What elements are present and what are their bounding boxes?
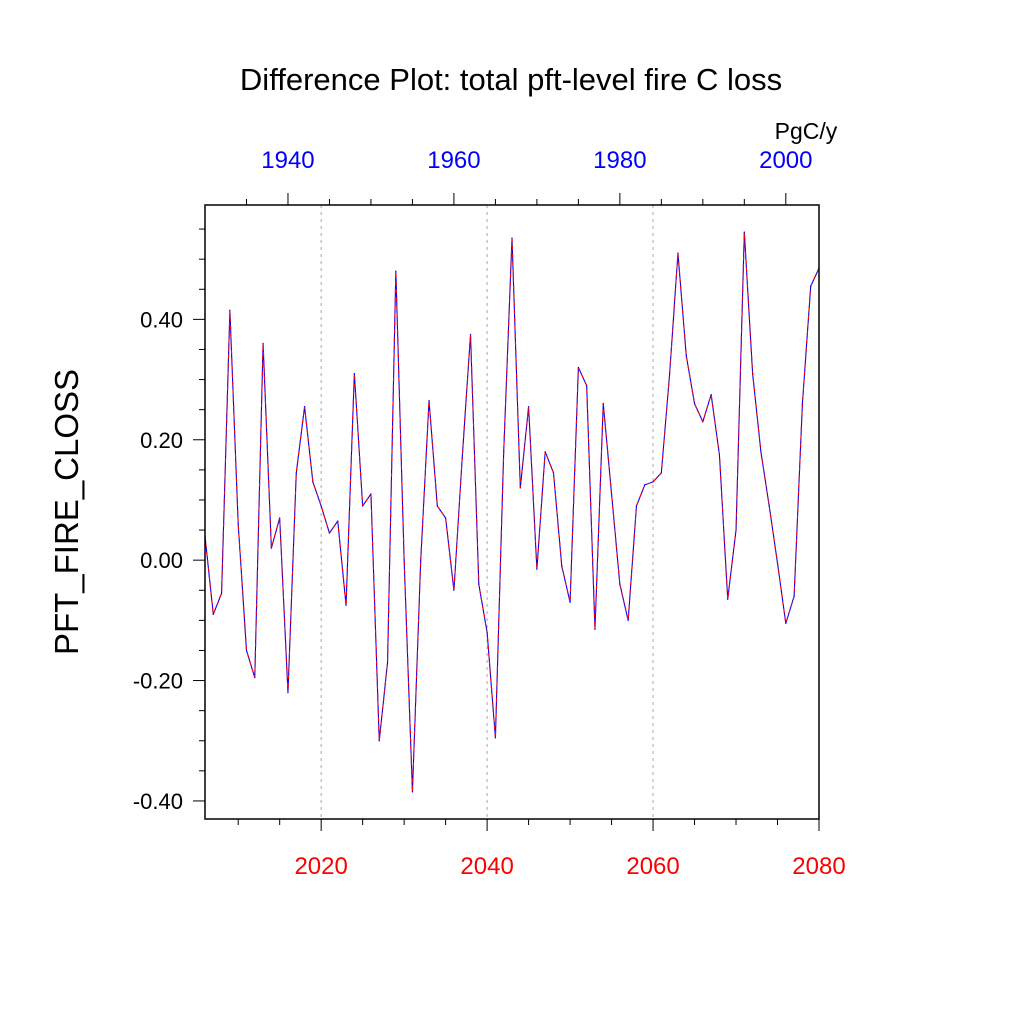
data-point (693, 403, 696, 405)
data-point (586, 384, 588, 387)
data-point (710, 394, 712, 396)
data-point (760, 451, 762, 453)
data-point (503, 451, 505, 453)
x-bottom-tick-label: 2060 (626, 853, 679, 880)
data-point (420, 559, 422, 561)
data-point (353, 372, 355, 375)
data-point (793, 595, 795, 597)
data-point (727, 598, 729, 600)
data-series (204, 231, 820, 793)
data-point (561, 565, 563, 567)
data-point (486, 631, 488, 633)
y-tick-label: 0.20 (140, 428, 183, 453)
data-point (378, 740, 380, 742)
data-point (619, 583, 621, 585)
y-tick-label: -0.40 (133, 789, 183, 814)
data-point (461, 457, 463, 459)
units-label: PgC/y (775, 118, 838, 144)
data-point (494, 737, 497, 739)
data-point (735, 529, 737, 531)
data-point (577, 366, 579, 369)
data-point (345, 604, 347, 606)
data-point (478, 583, 480, 585)
data-point (685, 354, 687, 357)
data-point (776, 562, 779, 564)
y-tick-label: 0.40 (140, 307, 183, 332)
data-point (254, 676, 256, 679)
data-point (428, 400, 430, 402)
data-point (212, 613, 214, 615)
data-point (436, 505, 438, 507)
data-point (743, 231, 745, 233)
data-point (627, 619, 629, 621)
data-point (785, 622, 787, 624)
data-point (320, 505, 322, 507)
data-point (337, 520, 339, 522)
data-point (262, 342, 264, 345)
data-point (602, 403, 604, 405)
data-point (527, 406, 530, 408)
vertical-gridlines (320, 205, 654, 819)
x-bottom-tick-label: 2040 (460, 853, 513, 880)
data-point (768, 505, 770, 507)
data-point (752, 372, 754, 375)
y-tick-label: 0.00 (140, 548, 183, 573)
x-bottom-tick-label: 2080 (792, 853, 845, 880)
tick-labels: -0.40 -0.20 0.00 0.20 0.40 2020 2040 2060 2080 19… (133, 147, 846, 880)
data-point (370, 493, 372, 495)
data-point (536, 568, 538, 570)
data-point (245, 649, 248, 652)
data-point (569, 601, 571, 603)
data-point (552, 472, 555, 474)
data-point (718, 454, 721, 456)
data-point (810, 285, 812, 287)
data-point (635, 505, 638, 507)
data-point (303, 406, 306, 408)
x-top-tick-label: 1940 (261, 147, 314, 174)
data-point (677, 252, 679, 254)
x-top-tick-label: 2000 (759, 147, 812, 174)
data-point (594, 628, 596, 630)
data-point (453, 589, 455, 591)
data-point (295, 472, 297, 474)
data-point (660, 472, 662, 474)
data-point (403, 559, 405, 561)
data-point (386, 661, 389, 664)
data-point (270, 547, 272, 549)
data-point (312, 481, 314, 483)
data-point (279, 517, 281, 519)
data-point (610, 493, 613, 495)
data-point (411, 791, 414, 793)
data-point (229, 309, 231, 311)
data-point (445, 517, 447, 519)
series-line-1 (204, 231, 820, 793)
chart-title: Difference Plot: total pft-level fire C … (240, 62, 782, 97)
data-point (544, 451, 546, 453)
y-tick-label: -0.20 (133, 669, 183, 694)
axis-ticks (193, 193, 820, 831)
data-point (362, 505, 364, 507)
data-point (469, 333, 472, 336)
data-point (644, 484, 646, 486)
x-top-tick-label: 1960 (427, 147, 480, 174)
data-point (220, 592, 223, 594)
data-point (511, 237, 513, 239)
data-point (519, 487, 521, 489)
x-bottom-tick-label: 2020 (294, 853, 347, 880)
y-axis-title: PFT_FIRE_CLOSS (48, 369, 85, 655)
plot-frame (204, 204, 820, 820)
series-line-2 (204, 231, 820, 793)
x-top-tick-label: 1980 (593, 147, 646, 174)
data-point (702, 421, 704, 423)
data-point (669, 372, 671, 375)
data-point (652, 481, 654, 483)
data-point (237, 523, 239, 525)
data-point (328, 532, 331, 534)
data-point (395, 270, 397, 272)
data-point (287, 691, 289, 694)
data-point (801, 403, 804, 405)
